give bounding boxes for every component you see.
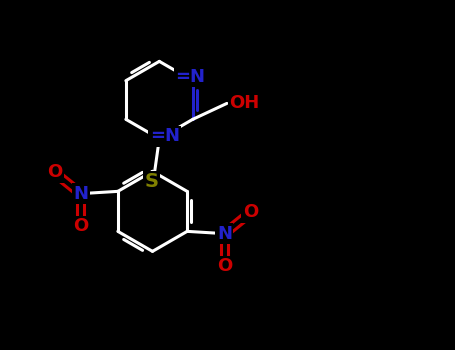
Text: =N: =N xyxy=(150,127,180,145)
Text: N: N xyxy=(73,185,88,203)
Text: S: S xyxy=(145,172,159,191)
Text: O: O xyxy=(243,203,258,221)
Text: =N: =N xyxy=(176,68,206,86)
Text: O: O xyxy=(47,163,62,181)
Text: OH: OH xyxy=(229,93,259,112)
Text: O: O xyxy=(217,257,232,275)
Text: N: N xyxy=(217,225,232,243)
Text: O: O xyxy=(73,217,88,235)
